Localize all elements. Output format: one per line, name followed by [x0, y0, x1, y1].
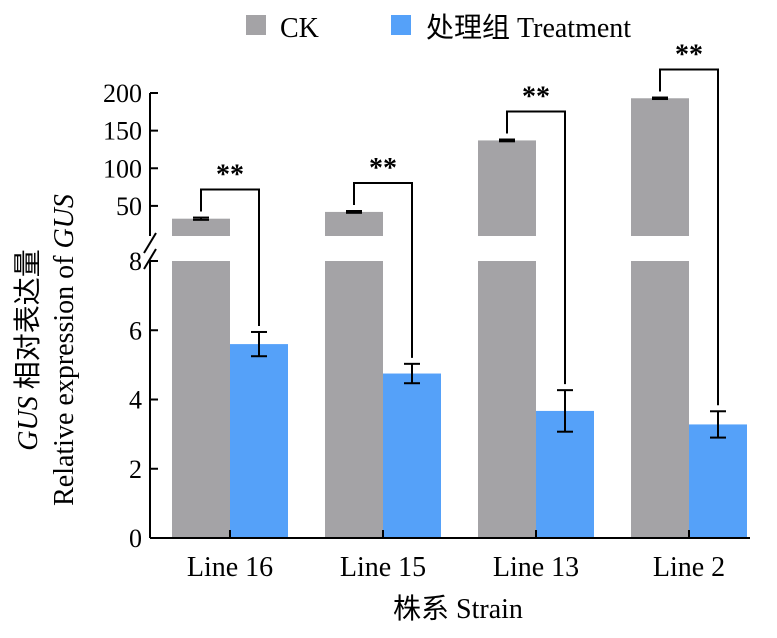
legend-swatch-treatment: [391, 15, 411, 35]
bar-treatment: [383, 373, 441, 538]
y-tick-label: 2: [129, 455, 142, 484]
y-tick-label: 8: [129, 247, 142, 276]
bar-ck-upper: [325, 211, 383, 236]
legend-label-treatment: 处理组 Treatment: [426, 12, 631, 44]
x-tick-label: Line 15: [340, 552, 426, 583]
y-tick-label: 0: [129, 524, 142, 553]
bar-treatment: [230, 344, 288, 538]
significance-label: **: [369, 153, 397, 184]
bar-ck-upper: [478, 140, 536, 236]
bar-ck-lower: [631, 261, 689, 538]
y-tick-label: 150: [103, 117, 142, 146]
x-tick-label: Line 2: [653, 552, 725, 583]
y-axis-title-line2: Relative expression of GUS: [49, 194, 80, 506]
y-tick-label: 100: [103, 154, 142, 183]
x-axis-title: 株系 Strain: [393, 593, 523, 625]
legend: CK 处理组 Treatment: [246, 12, 631, 44]
bar-ck-upper: [631, 98, 689, 236]
bar-ck-upper: [172, 218, 230, 236]
plot-area: ** ** ** ** 0 2 4 6 8 50 100 150 200 Line 16 Line 15 Li…: [103, 40, 750, 583]
y-tick-label: 6: [129, 316, 142, 345]
significance-label: **: [216, 160, 244, 191]
axis-break-mark-lower: [143, 232, 157, 254]
bar-treatment: [689, 424, 747, 538]
x-tick-label: Line 16: [187, 552, 273, 583]
significance-bracket: [200, 188, 260, 326]
y-axis-title: GUS 相对表达量 Relative expression of GUS: [12, 194, 80, 506]
bar-ck-lower: [478, 261, 536, 538]
bar-ck-lower: [325, 261, 383, 538]
bar-ck-lower: [172, 261, 230, 538]
legend-swatch-ck: [246, 15, 266, 35]
significance-bracket: [506, 110, 566, 385]
axis-break-mark-upper: [143, 248, 157, 270]
significance-label: **: [675, 40, 703, 71]
y-axis-title-line1: GUS 相对表达量: [12, 249, 44, 450]
significance-label: **: [522, 82, 550, 113]
significance-bracket: [659, 68, 719, 406]
significance-bracket: [353, 182, 413, 358]
y-tick-label: 50: [116, 192, 142, 221]
legend-label-ck: CK: [280, 13, 319, 44]
y-tick-label: 200: [103, 79, 142, 108]
x-tick-label: Line 13: [493, 552, 579, 583]
y-tick-label: 4: [129, 386, 142, 415]
